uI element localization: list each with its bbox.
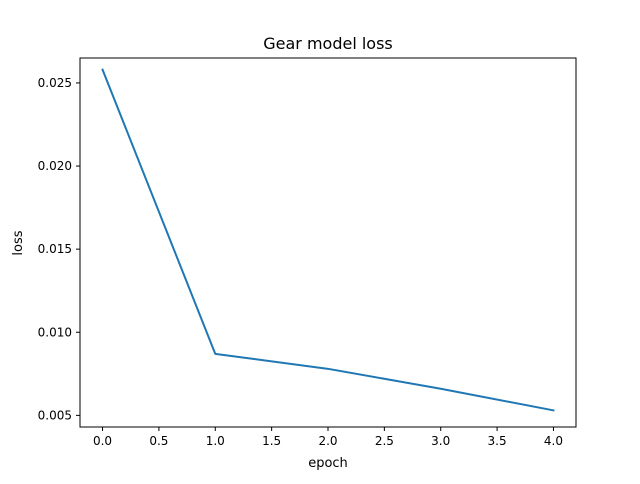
y-axis-label: loss <box>11 230 26 255</box>
x-tick-label: 3.0 <box>431 434 450 448</box>
plot-frame <box>79 57 577 428</box>
y-tick-label: 0.025 <box>38 76 72 90</box>
y-tick-label: 0.010 <box>38 325 72 339</box>
series-layer <box>101 68 555 412</box>
y-axis-ticks: 0.005 0.010 0.015 0.020 0.025 <box>38 76 80 422</box>
x-axis-label: epoch <box>308 456 348 471</box>
x-tick-label: 3.5 <box>488 434 507 448</box>
x-tick-label: 2.5 <box>375 434 394 448</box>
y-tick-label: 0.015 <box>38 242 72 256</box>
x-tick-label: 1.0 <box>206 434 225 448</box>
loss-series-line <box>101 68 555 412</box>
x-axis-ticks: 0.0 0.5 1.0 1.5 2.0 2.5 3.0 3.5 4.0 <box>93 427 563 448</box>
x-tick-label: 0.0 <box>93 434 112 448</box>
x-tick-label: 0.5 <box>149 434 168 448</box>
chart-title: Gear model loss <box>263 34 393 53</box>
y-tick-label: 0.020 <box>38 159 72 173</box>
x-tick-label: 2.0 <box>318 434 337 448</box>
y-tick-label: 0.005 <box>38 408 72 422</box>
x-tick-label: 4.0 <box>544 434 563 448</box>
x-tick-label: 1.5 <box>262 434 281 448</box>
